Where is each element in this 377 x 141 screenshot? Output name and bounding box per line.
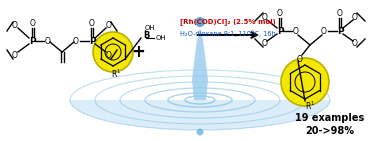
Text: P: P	[89, 37, 95, 46]
Text: R$^{\rm 1}$: R$^{\rm 1}$	[111, 68, 121, 80]
Text: O: O	[106, 21, 112, 30]
Text: 20->98%: 20->98%	[305, 126, 354, 136]
Polygon shape	[192, 28, 208, 100]
Text: B: B	[143, 31, 149, 40]
Text: P: P	[29, 37, 35, 46]
Circle shape	[93, 32, 133, 72]
Text: O: O	[73, 37, 79, 46]
Text: O: O	[321, 27, 327, 37]
Text: O: O	[30, 19, 36, 28]
Text: O: O	[106, 50, 112, 60]
Circle shape	[196, 128, 204, 136]
Circle shape	[195, 17, 205, 27]
Circle shape	[281, 58, 329, 106]
Text: O: O	[337, 9, 343, 18]
Text: +: +	[131, 43, 145, 61]
Text: O: O	[262, 13, 268, 21]
Text: P: P	[277, 27, 283, 36]
Text: O: O	[45, 37, 51, 46]
Text: 19 examples: 19 examples	[295, 113, 365, 123]
Text: O: O	[12, 21, 18, 30]
Text: O: O	[277, 9, 283, 18]
Text: O: O	[12, 50, 18, 60]
Text: [Rh(COD)Cl]₂ (2.5% mol): [Rh(COD)Cl]₂ (2.5% mol)	[180, 18, 276, 26]
Text: O: O	[293, 27, 299, 37]
Text: R$^{\rm 1}$: R$^{\rm 1}$	[305, 100, 315, 112]
Text: O: O	[89, 19, 95, 28]
Text: OH: OH	[156, 35, 167, 41]
Text: O: O	[262, 38, 268, 48]
Text: P: P	[337, 27, 343, 36]
Text: O: O	[352, 13, 358, 21]
Text: OH: OH	[145, 25, 156, 31]
Text: H₂O-dioxane 9:1, 110°C, 16h: H₂O-dioxane 9:1, 110°C, 16h	[180, 31, 276, 37]
Polygon shape	[70, 100, 330, 130]
Text: O: O	[352, 38, 358, 48]
Text: O: O	[297, 55, 303, 63]
